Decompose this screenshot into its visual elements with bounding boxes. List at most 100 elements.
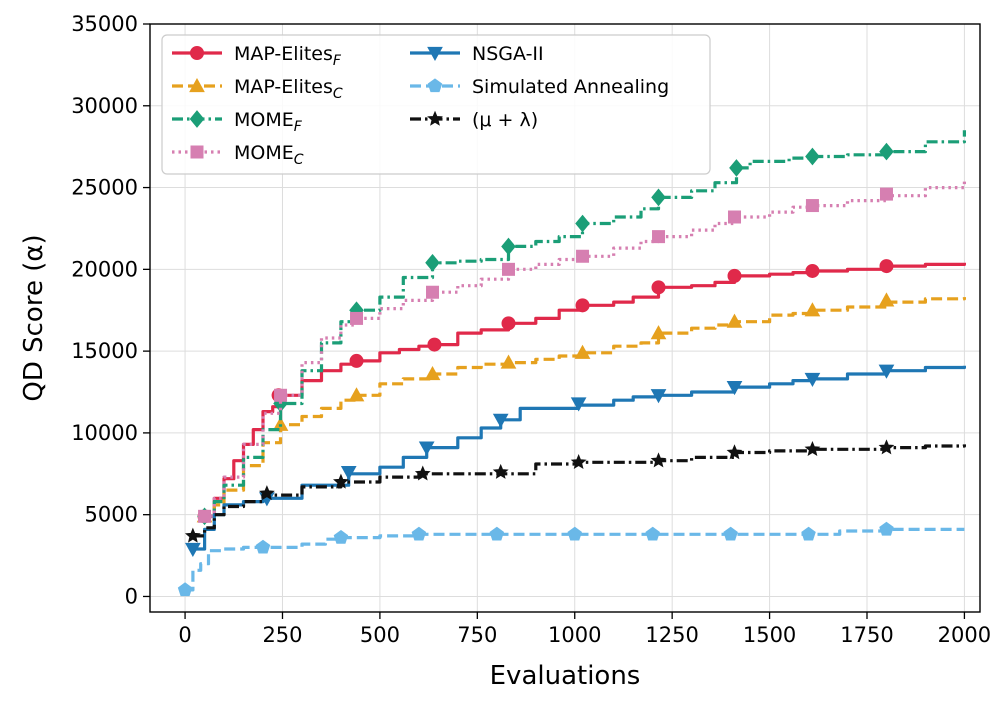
data-point	[878, 439, 895, 455]
data-point	[427, 337, 442, 352]
legend-marker	[427, 110, 443, 126]
data-point	[574, 344, 591, 359]
data-point	[651, 280, 666, 295]
data-point	[348, 387, 365, 402]
x-tick-label: 1500	[743, 623, 796, 647]
data-point	[492, 413, 509, 428]
data-point	[418, 441, 435, 456]
x-tick-label: 1000	[548, 623, 601, 647]
data-point	[500, 354, 517, 369]
data-point	[411, 526, 427, 541]
x-tick-label: 2000	[938, 623, 991, 647]
data-point	[255, 539, 271, 554]
series-lines	[177, 130, 966, 597]
data-point	[726, 444, 743, 460]
data-point	[501, 237, 516, 256]
legend-label: MOMEF	[234, 109, 303, 135]
legend-box	[161, 34, 711, 175]
data-point	[879, 521, 894, 536]
data-point	[340, 466, 357, 481]
data-point	[501, 262, 515, 276]
y-tick-label: 15000	[71, 339, 138, 363]
data-point	[570, 454, 587, 470]
y-tick-label: 30000	[71, 94, 138, 118]
data-point	[184, 527, 201, 543]
data-point	[728, 210, 742, 224]
data-point	[424, 365, 441, 381]
series-series-6	[184, 439, 966, 543]
y-tick-label: 25000	[71, 176, 138, 200]
legend-entry: MOMEC	[172, 142, 304, 168]
data-point	[575, 214, 590, 233]
series-mome-c	[198, 181, 966, 523]
data-point	[350, 311, 364, 325]
x-tick-label: 0	[178, 623, 191, 647]
series-map-elites-c	[196, 292, 966, 523]
legend-marker	[427, 78, 443, 93]
data-point	[650, 389, 667, 404]
legend-entry: Simulated Annealing	[410, 76, 669, 98]
data-point	[426, 285, 440, 299]
data-point	[576, 249, 590, 263]
x-tick-label: 1250	[645, 623, 698, 647]
legend-label: MAP-ElitesF	[234, 43, 342, 69]
legend-entry: MAP-ElitesC	[172, 76, 343, 102]
legend-subscript: F	[333, 53, 342, 69]
legend-marker	[189, 110, 205, 128]
x-tick-label: 1750	[840, 623, 893, 647]
series-nsga-ii	[185, 364, 966, 558]
data-point	[414, 465, 431, 481]
data-point	[652, 230, 666, 244]
data-point	[726, 381, 743, 396]
data-point	[804, 302, 821, 317]
y-axis-label: QD Score (α)	[19, 234, 49, 401]
legend-subscript: C	[294, 152, 304, 168]
legend-entry: MOMEF	[172, 109, 303, 135]
legend-marker	[190, 46, 204, 60]
legend-marker	[189, 77, 205, 93]
data-point	[570, 397, 587, 412]
x-axis-label: Evaluations	[490, 661, 641, 691]
data-point	[804, 372, 821, 387]
data-point	[177, 582, 193, 597]
data-point	[259, 485, 275, 501]
legend: MAP-ElitesF MAP-ElitesC MOMEF MOMEC NSGA-II S…	[161, 34, 711, 175]
data-point	[879, 259, 894, 274]
legend-marker	[427, 46, 443, 62]
data-point	[198, 509, 212, 523]
data-point	[729, 159, 744, 177]
y-tick-label: 10000	[71, 421, 138, 445]
data-point	[878, 292, 895, 307]
plot-frame	[149, 23, 981, 613]
data-point	[272, 416, 289, 431]
y-tick-label: 0	[125, 584, 138, 608]
legend-marker	[190, 145, 204, 159]
data-point	[650, 452, 667, 468]
x-tick-label: 500	[360, 623, 400, 647]
data-point	[726, 313, 743, 328]
data-point	[651, 188, 666, 207]
data-point	[492, 463, 509, 479]
data-point	[650, 325, 667, 340]
y-tick-label: 5000	[85, 503, 138, 527]
data-point	[879, 187, 893, 201]
data-point	[804, 440, 821, 456]
data-point	[274, 388, 288, 402]
series-simulated-annealing	[177, 521, 965, 597]
data-point	[349, 353, 364, 368]
series-map-elites-f	[197, 259, 966, 524]
legend-label: (μ + λ)	[472, 109, 538, 131]
x-tick-label: 750	[457, 623, 497, 647]
series-line	[204, 130, 966, 518]
data-point	[333, 473, 349, 489]
data-point	[185, 542, 201, 558]
data-point	[878, 364, 895, 379]
data-point	[805, 147, 820, 166]
legend-label: MAP-ElitesC	[234, 76, 343, 102]
data-point	[501, 316, 516, 331]
data-point	[425, 253, 440, 272]
data-point	[645, 526, 660, 541]
data-point	[723, 526, 738, 541]
data-point	[727, 268, 742, 283]
